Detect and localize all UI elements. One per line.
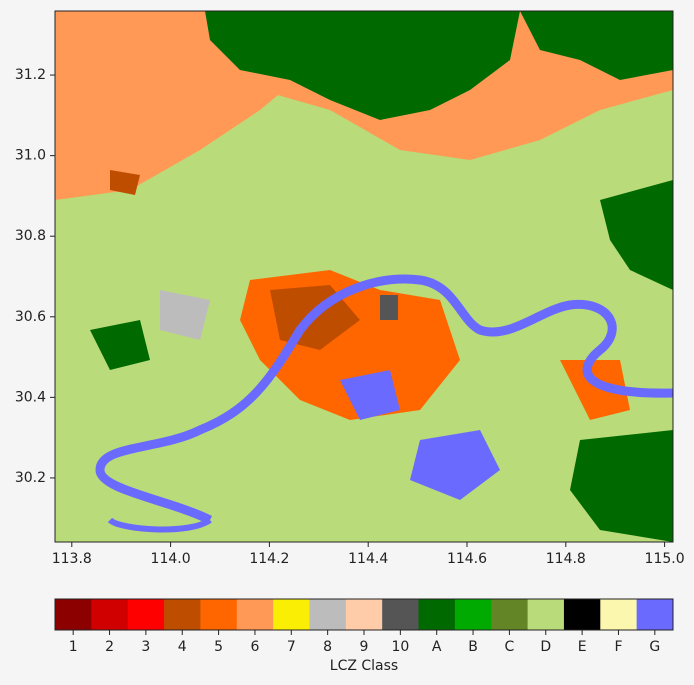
colorbar-swatch (309, 599, 347, 630)
colorbar-tick-label: A (432, 639, 442, 655)
colorbar-frame (54, 598, 674, 631)
colorbar-swatch (127, 599, 165, 630)
x-tick-label: 114.6 (447, 551, 487, 567)
y-tick-label: 31.0 (15, 148, 46, 164)
colorbar-tick-label: 1 (69, 639, 78, 655)
colorbar-swatch (236, 599, 274, 630)
colorbar-tick-label: 9 (360, 639, 369, 655)
colorbar-swatch (55, 599, 92, 630)
colorbar-swatch (345, 599, 383, 630)
y-tick-label: 31.2 (15, 67, 46, 83)
colorbar-tick-label: 4 (178, 639, 187, 655)
colorbar-tick-label: 10 (391, 639, 409, 655)
x-tick-label: 114.4 (348, 551, 388, 567)
colorbar-swatch (273, 599, 310, 630)
colorbar-tick-label: 7 (287, 639, 296, 655)
colorbar-tick-label: 8 (323, 639, 332, 655)
colorbar-swatch (382, 599, 420, 630)
colorbar-swatch (454, 599, 492, 630)
colorbar-tick-label: 5 (214, 639, 223, 655)
x-tick-label: 114.8 (546, 551, 586, 567)
colorbar-tick-label: G (649, 639, 660, 655)
x-tick-label: 114.0 (151, 551, 191, 567)
y-tick-label: 30.8 (15, 228, 46, 244)
colorbar-tick-label: D (540, 639, 551, 655)
colorbar-tick-label: F (614, 639, 622, 655)
colorbar-tick-label: E (578, 639, 587, 655)
colorbar-tick-label: 6 (250, 639, 259, 655)
x-tick-label: 115.0 (645, 551, 685, 567)
colorbar-tick-label: B (468, 639, 478, 655)
colorbar-label: LCZ Class (330, 658, 398, 674)
colorbar-swatch (491, 599, 529, 630)
map-raster (55, 11, 673, 542)
x-tick-label: 114.2 (249, 551, 289, 567)
colorbar-swatch (636, 599, 674, 630)
colorbar-swatch (527, 599, 565, 630)
x-tick-label: 113.8 (52, 551, 92, 567)
map-frame (54, 10, 674, 543)
colorbar-swatch (418, 599, 456, 630)
colorbar-swatch (91, 599, 129, 630)
colorbar-swatch (563, 599, 601, 630)
colorbar-swatch (200, 599, 238, 630)
y-tick-label: 30.4 (15, 389, 46, 405)
colorbar-tick-label: C (505, 639, 515, 655)
colorbar-tick-label: 2 (105, 639, 114, 655)
colorbar-swatch (600, 599, 638, 630)
colorbar-tick-label: 3 (141, 639, 150, 655)
y-tick-label: 30.2 (15, 470, 46, 486)
y-tick-label: 30.6 (15, 309, 46, 325)
colorbar-swatch (164, 599, 201, 630)
